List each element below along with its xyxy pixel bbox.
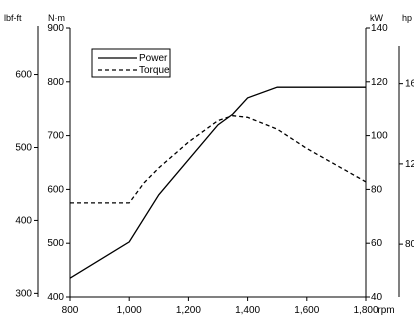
nm-tick-label: 700 <box>47 131 64 142</box>
x-tick-label: 1,600 <box>294 305 319 316</box>
x-tick-label: 1,400 <box>235 305 260 316</box>
hp-axis-label: hp <box>402 13 412 23</box>
lbf-ft-tick-label: 500 <box>15 142 32 153</box>
kw-tick-label: 100 <box>371 131 388 142</box>
legend-torque-label: Torque <box>139 65 170 76</box>
lbf-ft-axis-label: lbf-ft <box>4 13 22 23</box>
nm-tick-label: 400 <box>47 292 64 303</box>
nm-tick-label: 800 <box>47 77 64 88</box>
nm-tick-label: 500 <box>47 238 64 249</box>
hp-tick-label: 16 <box>405 79 414 90</box>
lines-layer <box>69 86 367 279</box>
nm-tick-label: 600 <box>47 184 64 195</box>
hp-tick-label: 12 <box>405 159 414 170</box>
lbf-ft-tick-label: 400 <box>15 215 32 226</box>
nm-tick-label: 900 <box>47 23 64 34</box>
power-series-line <box>69 86 366 279</box>
legend-power-label: Power <box>139 53 168 64</box>
x-tick-label: 1,000 <box>117 305 142 316</box>
x-tick-label: 1,200 <box>176 305 201 316</box>
kw-tick-label: 60 <box>371 238 383 249</box>
x-tick-label: 1,800 <box>353 305 378 316</box>
kw-tick-label: 80 <box>371 184 383 195</box>
lbf-ft-tick-label: 600 <box>15 70 32 81</box>
kw-tick-label: 140 <box>371 23 388 34</box>
torque-series-line <box>70 115 367 204</box>
nm-axis-label: N·m <box>48 13 65 23</box>
legend-box <box>91 48 171 78</box>
hp-tick-label: 80 <box>405 239 414 250</box>
x-tick-label: 800 <box>62 305 79 316</box>
legend: Power Torque <box>91 48 171 78</box>
kw-tick-label: 120 <box>371 77 388 88</box>
kw-tick-label: 40 <box>371 292 383 303</box>
x-axis-label: rpm <box>377 305 394 316</box>
lbf-ft-tick-label: 300 <box>15 288 32 299</box>
kw-axis-label: kW <box>370 13 384 23</box>
